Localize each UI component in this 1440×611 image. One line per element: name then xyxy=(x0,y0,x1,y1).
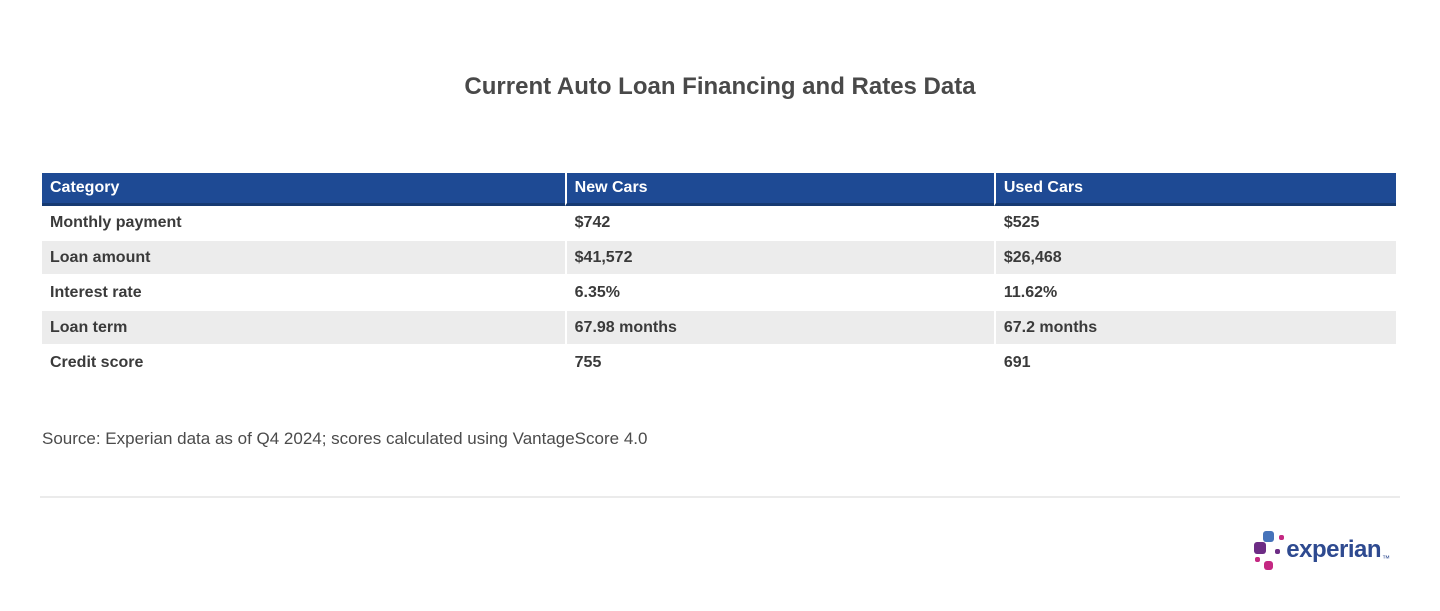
page-title: Current Auto Loan Financing and Rates Da… xyxy=(464,73,976,100)
column-header-category: Category xyxy=(42,173,565,206)
cell-new-cars: 755 xyxy=(564,346,994,381)
cell-category: Monthly payment xyxy=(42,206,565,241)
table-row-credit-score: Credit score 755 691 xyxy=(42,346,1396,381)
experian-dots-icon xyxy=(1254,530,1285,572)
divider-line xyxy=(40,496,1400,498)
logo-dot-magenta-small xyxy=(1255,557,1261,562)
trademark-symbol: ™ xyxy=(1382,554,1390,563)
table-header-row: Category New Cars Used Cars xyxy=(42,173,1396,206)
logo-dot-pink-small xyxy=(1279,535,1285,540)
cell-used-cars: $26,468 xyxy=(993,241,1396,276)
table-row-loan-term: Loan term 67.98 months 67.2 months xyxy=(42,311,1396,346)
cell-used-cars: 691 xyxy=(993,346,1396,381)
cell-category: Loan term xyxy=(42,311,565,346)
column-header-used-cars: Used Cars xyxy=(993,173,1396,206)
table-row-monthly-payment: Monthly payment $742 $525 xyxy=(42,206,1396,241)
logo-dot-purple xyxy=(1254,542,1267,554)
logo-row: experian ™ xyxy=(0,530,1390,572)
cell-used-cars: 67.2 months xyxy=(993,311,1396,346)
logo-dot-magenta xyxy=(1264,561,1274,570)
logo-dot-blue xyxy=(1263,531,1275,542)
cell-used-cars: 11.62% xyxy=(993,276,1396,311)
cell-new-cars: $742 xyxy=(564,206,994,241)
cell-new-cars: $41,572 xyxy=(564,241,994,276)
auto-loan-table: Category New Cars Used Cars Monthly paym… xyxy=(42,173,1396,381)
column-header-new-cars: New Cars xyxy=(564,173,994,206)
cell-category: Credit score xyxy=(42,346,565,381)
logo-dot-purple-small xyxy=(1275,549,1281,554)
experian-logo: experian ™ xyxy=(1254,530,1390,572)
cell-category: Interest rate xyxy=(42,276,565,311)
table-row-interest-rate: Interest rate 6.35% 11.62% xyxy=(42,276,1396,311)
cell-category: Loan amount xyxy=(42,241,565,276)
cell-used-cars: $525 xyxy=(993,206,1396,241)
cell-new-cars: 67.98 months xyxy=(564,311,994,346)
cell-new-cars: 6.35% xyxy=(564,276,994,311)
table-row-loan-amount: Loan amount $41,572 $26,468 xyxy=(42,241,1396,276)
experian-wordmark: experian xyxy=(1286,536,1381,563)
source-note: Source: Experian data as of Q4 2024; sco… xyxy=(42,429,648,448)
